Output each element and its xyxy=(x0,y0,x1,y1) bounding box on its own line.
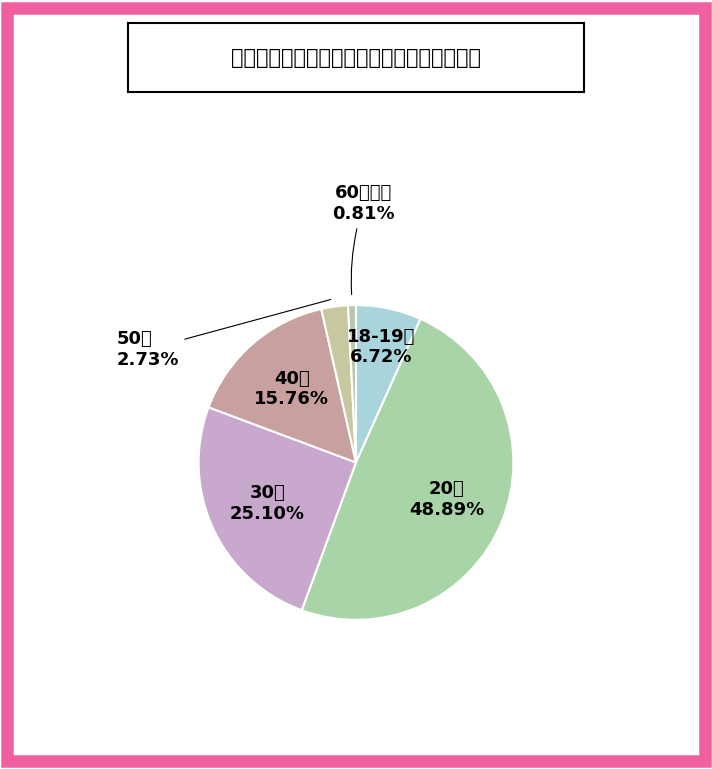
Text: 千葉県のワクワクメール：女性会員の年齢層: 千葉県のワクワクメール：女性会員の年齢層 xyxy=(231,48,481,68)
Wedge shape xyxy=(302,319,513,620)
Text: 18-19歳
6.72%: 18-19歳 6.72% xyxy=(347,328,415,367)
Text: 30代
25.10%: 30代 25.10% xyxy=(230,484,305,523)
Text: 60代以上
0.81%: 60代以上 0.81% xyxy=(333,185,395,295)
Text: 40代
15.76%: 40代 15.76% xyxy=(254,370,330,408)
Text: 50代
2.73%: 50代 2.73% xyxy=(117,299,331,368)
Wedge shape xyxy=(356,305,421,462)
Wedge shape xyxy=(348,305,356,462)
Wedge shape xyxy=(321,305,356,462)
Text: 20代
48.89%: 20代 48.89% xyxy=(409,480,484,519)
Wedge shape xyxy=(209,309,356,462)
Wedge shape xyxy=(199,408,356,611)
